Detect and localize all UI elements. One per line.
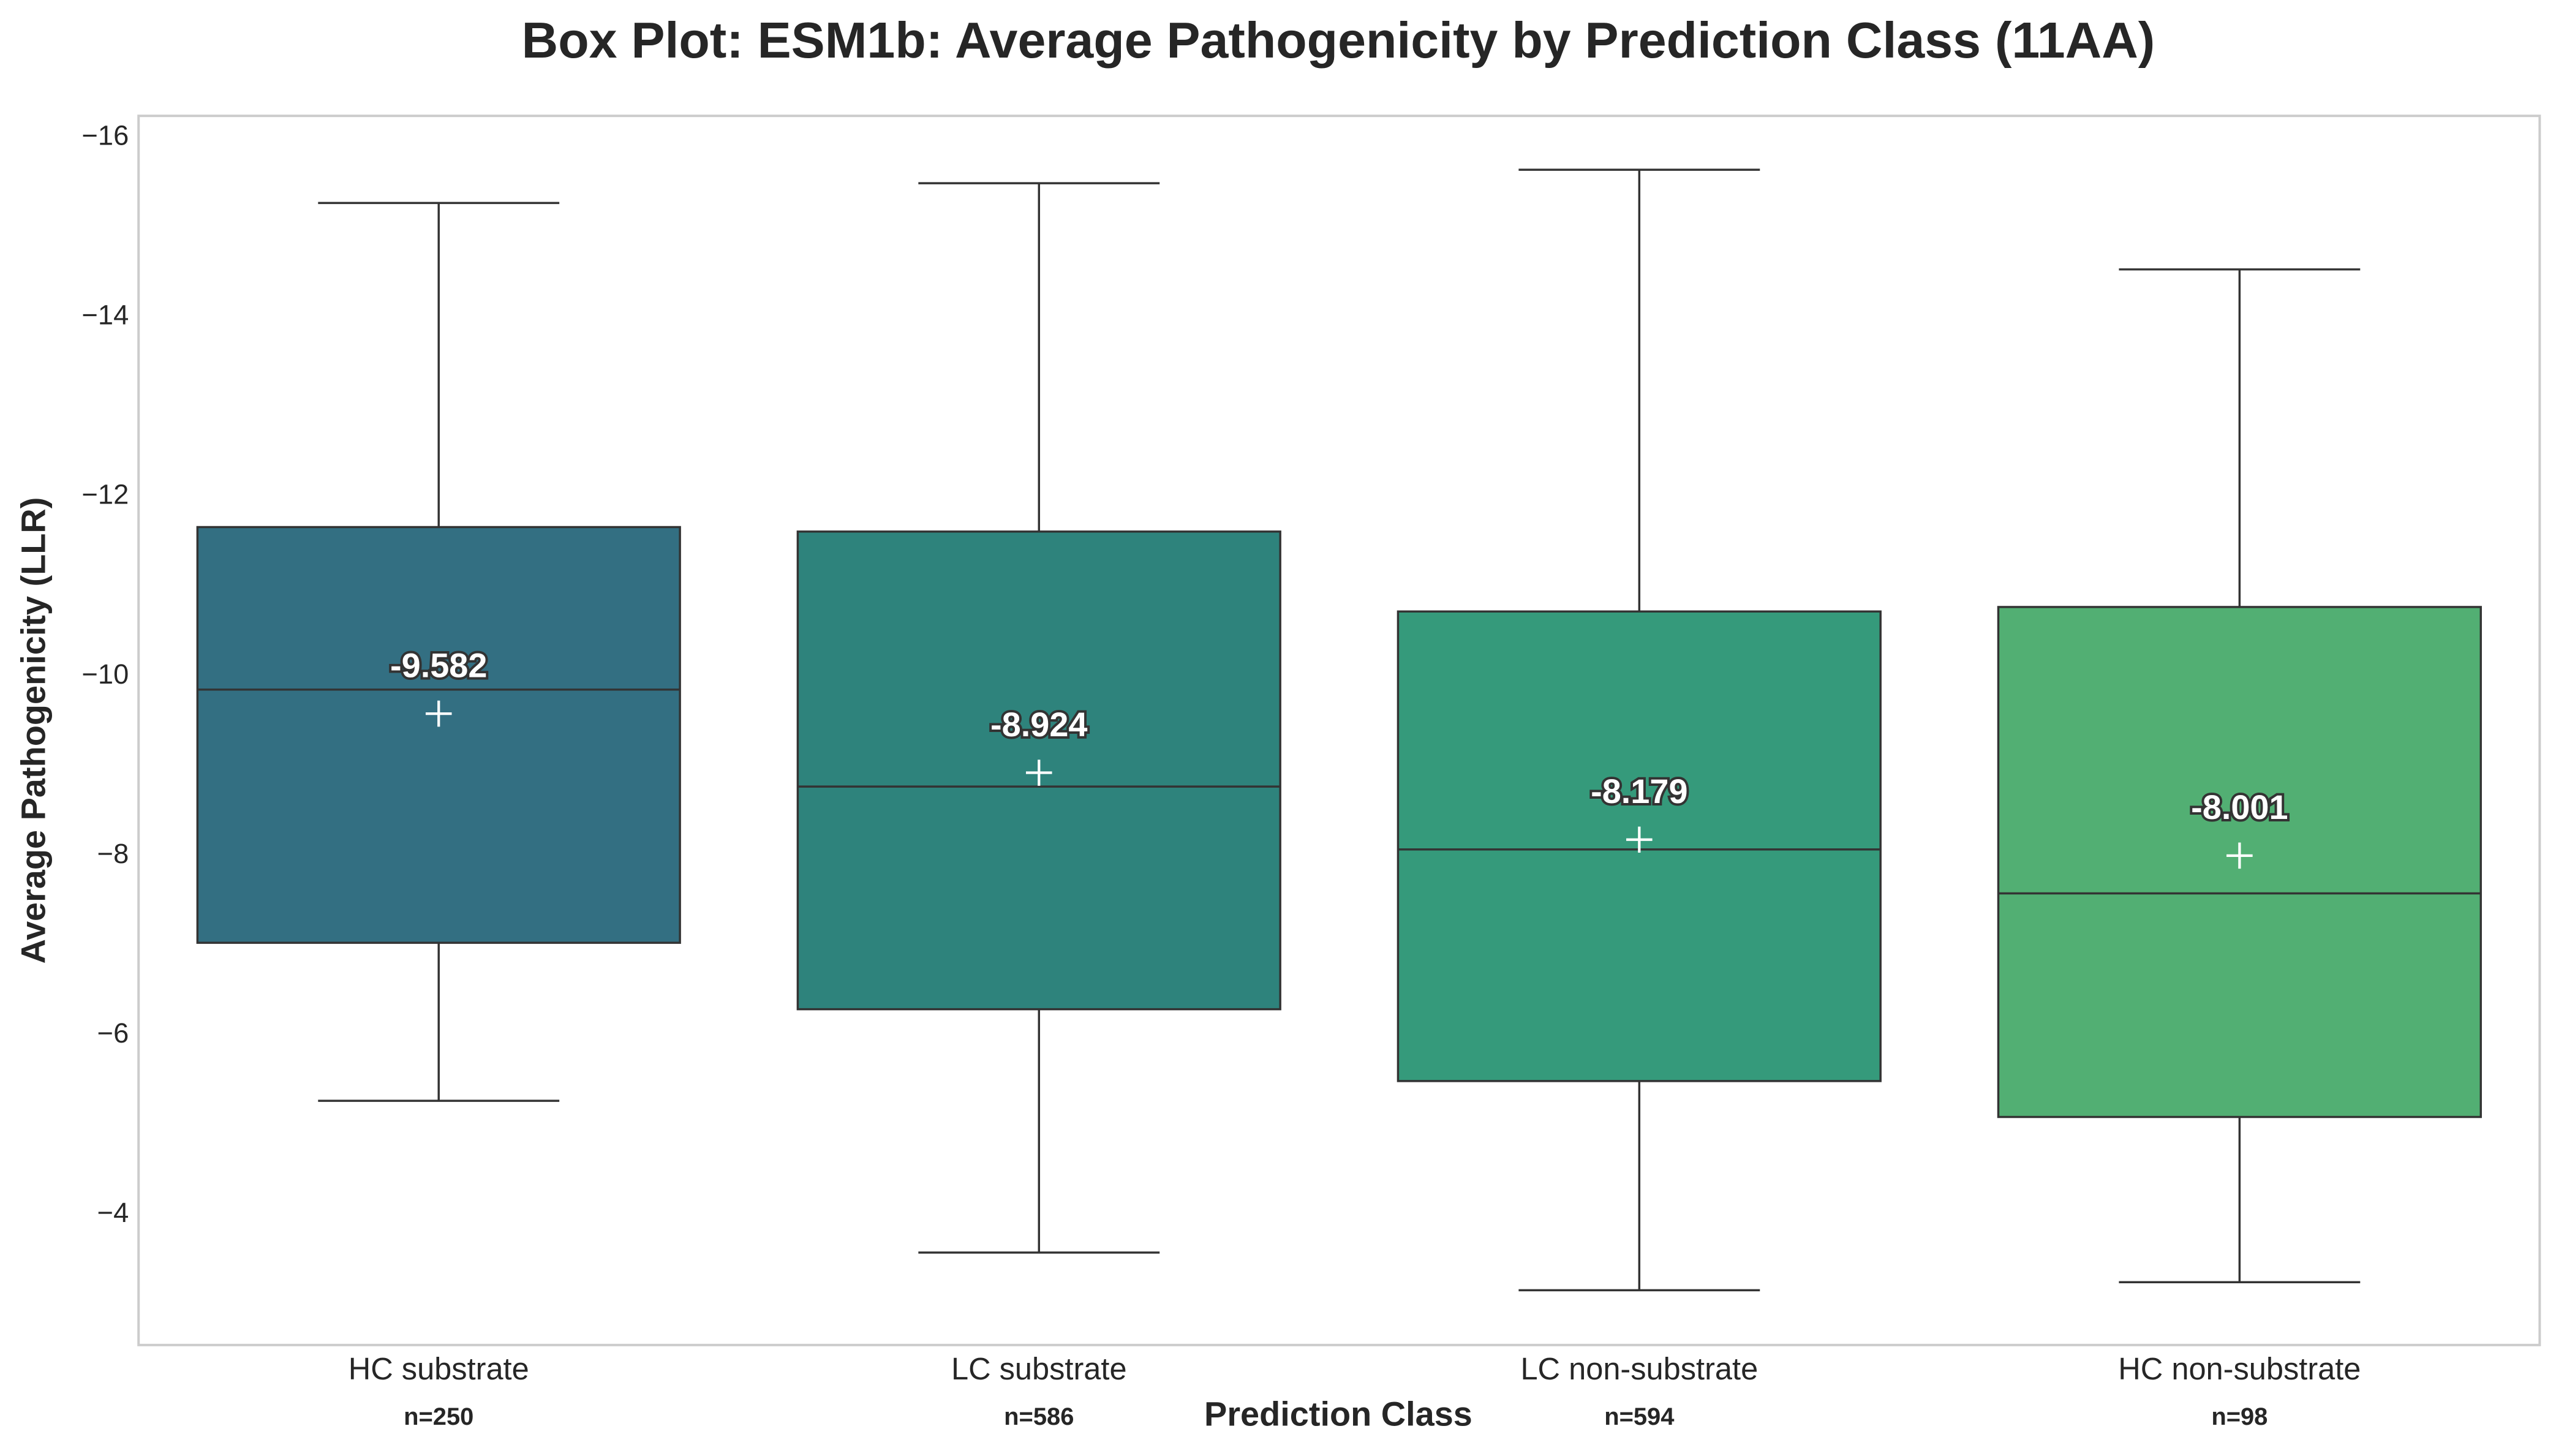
- mean-marker: [1626, 826, 1653, 853]
- mean-label: -9.582: [390, 646, 487, 684]
- mean-label: -8.924: [990, 705, 1087, 744]
- x-axis-label: Prediction Class: [1204, 1395, 1472, 1433]
- y-tick-label: −12: [82, 479, 129, 510]
- mean-marker: [425, 700, 452, 727]
- count-label: n=586: [1004, 1403, 1074, 1430]
- count-label: n=594: [1604, 1403, 1674, 1430]
- y-tick-label: −8: [97, 838, 129, 869]
- chart-title: Box Plot: ESM1b: Average Pathogenicity b…: [522, 12, 2155, 69]
- x-tick-label: LC substrate: [951, 1351, 1127, 1386]
- x-tick-label: HC non-substrate: [2118, 1351, 2361, 1386]
- mean-label: -8.179: [1591, 772, 1687, 810]
- y-axis-label: Average Pathogenicity (LLR): [13, 497, 52, 964]
- y-tick-label: −4: [97, 1197, 129, 1228]
- count-label: n=98: [2211, 1403, 2268, 1430]
- y-tick-label: −16: [82, 119, 129, 151]
- mean-marker: [2226, 842, 2253, 869]
- mean-marker: [1025, 760, 1052, 786]
- mean-label: -8.001: [2191, 788, 2288, 826]
- x-tick-label: LC non-substrate: [1520, 1351, 1758, 1386]
- y-tick-label: −14: [82, 299, 129, 330]
- box: [196, 526, 681, 944]
- count-label: n=250: [404, 1403, 473, 1430]
- x-tick-label: HC substrate: [349, 1351, 529, 1386]
- y-tick-label: −6: [97, 1017, 129, 1049]
- y-tick-label: −10: [82, 658, 129, 690]
